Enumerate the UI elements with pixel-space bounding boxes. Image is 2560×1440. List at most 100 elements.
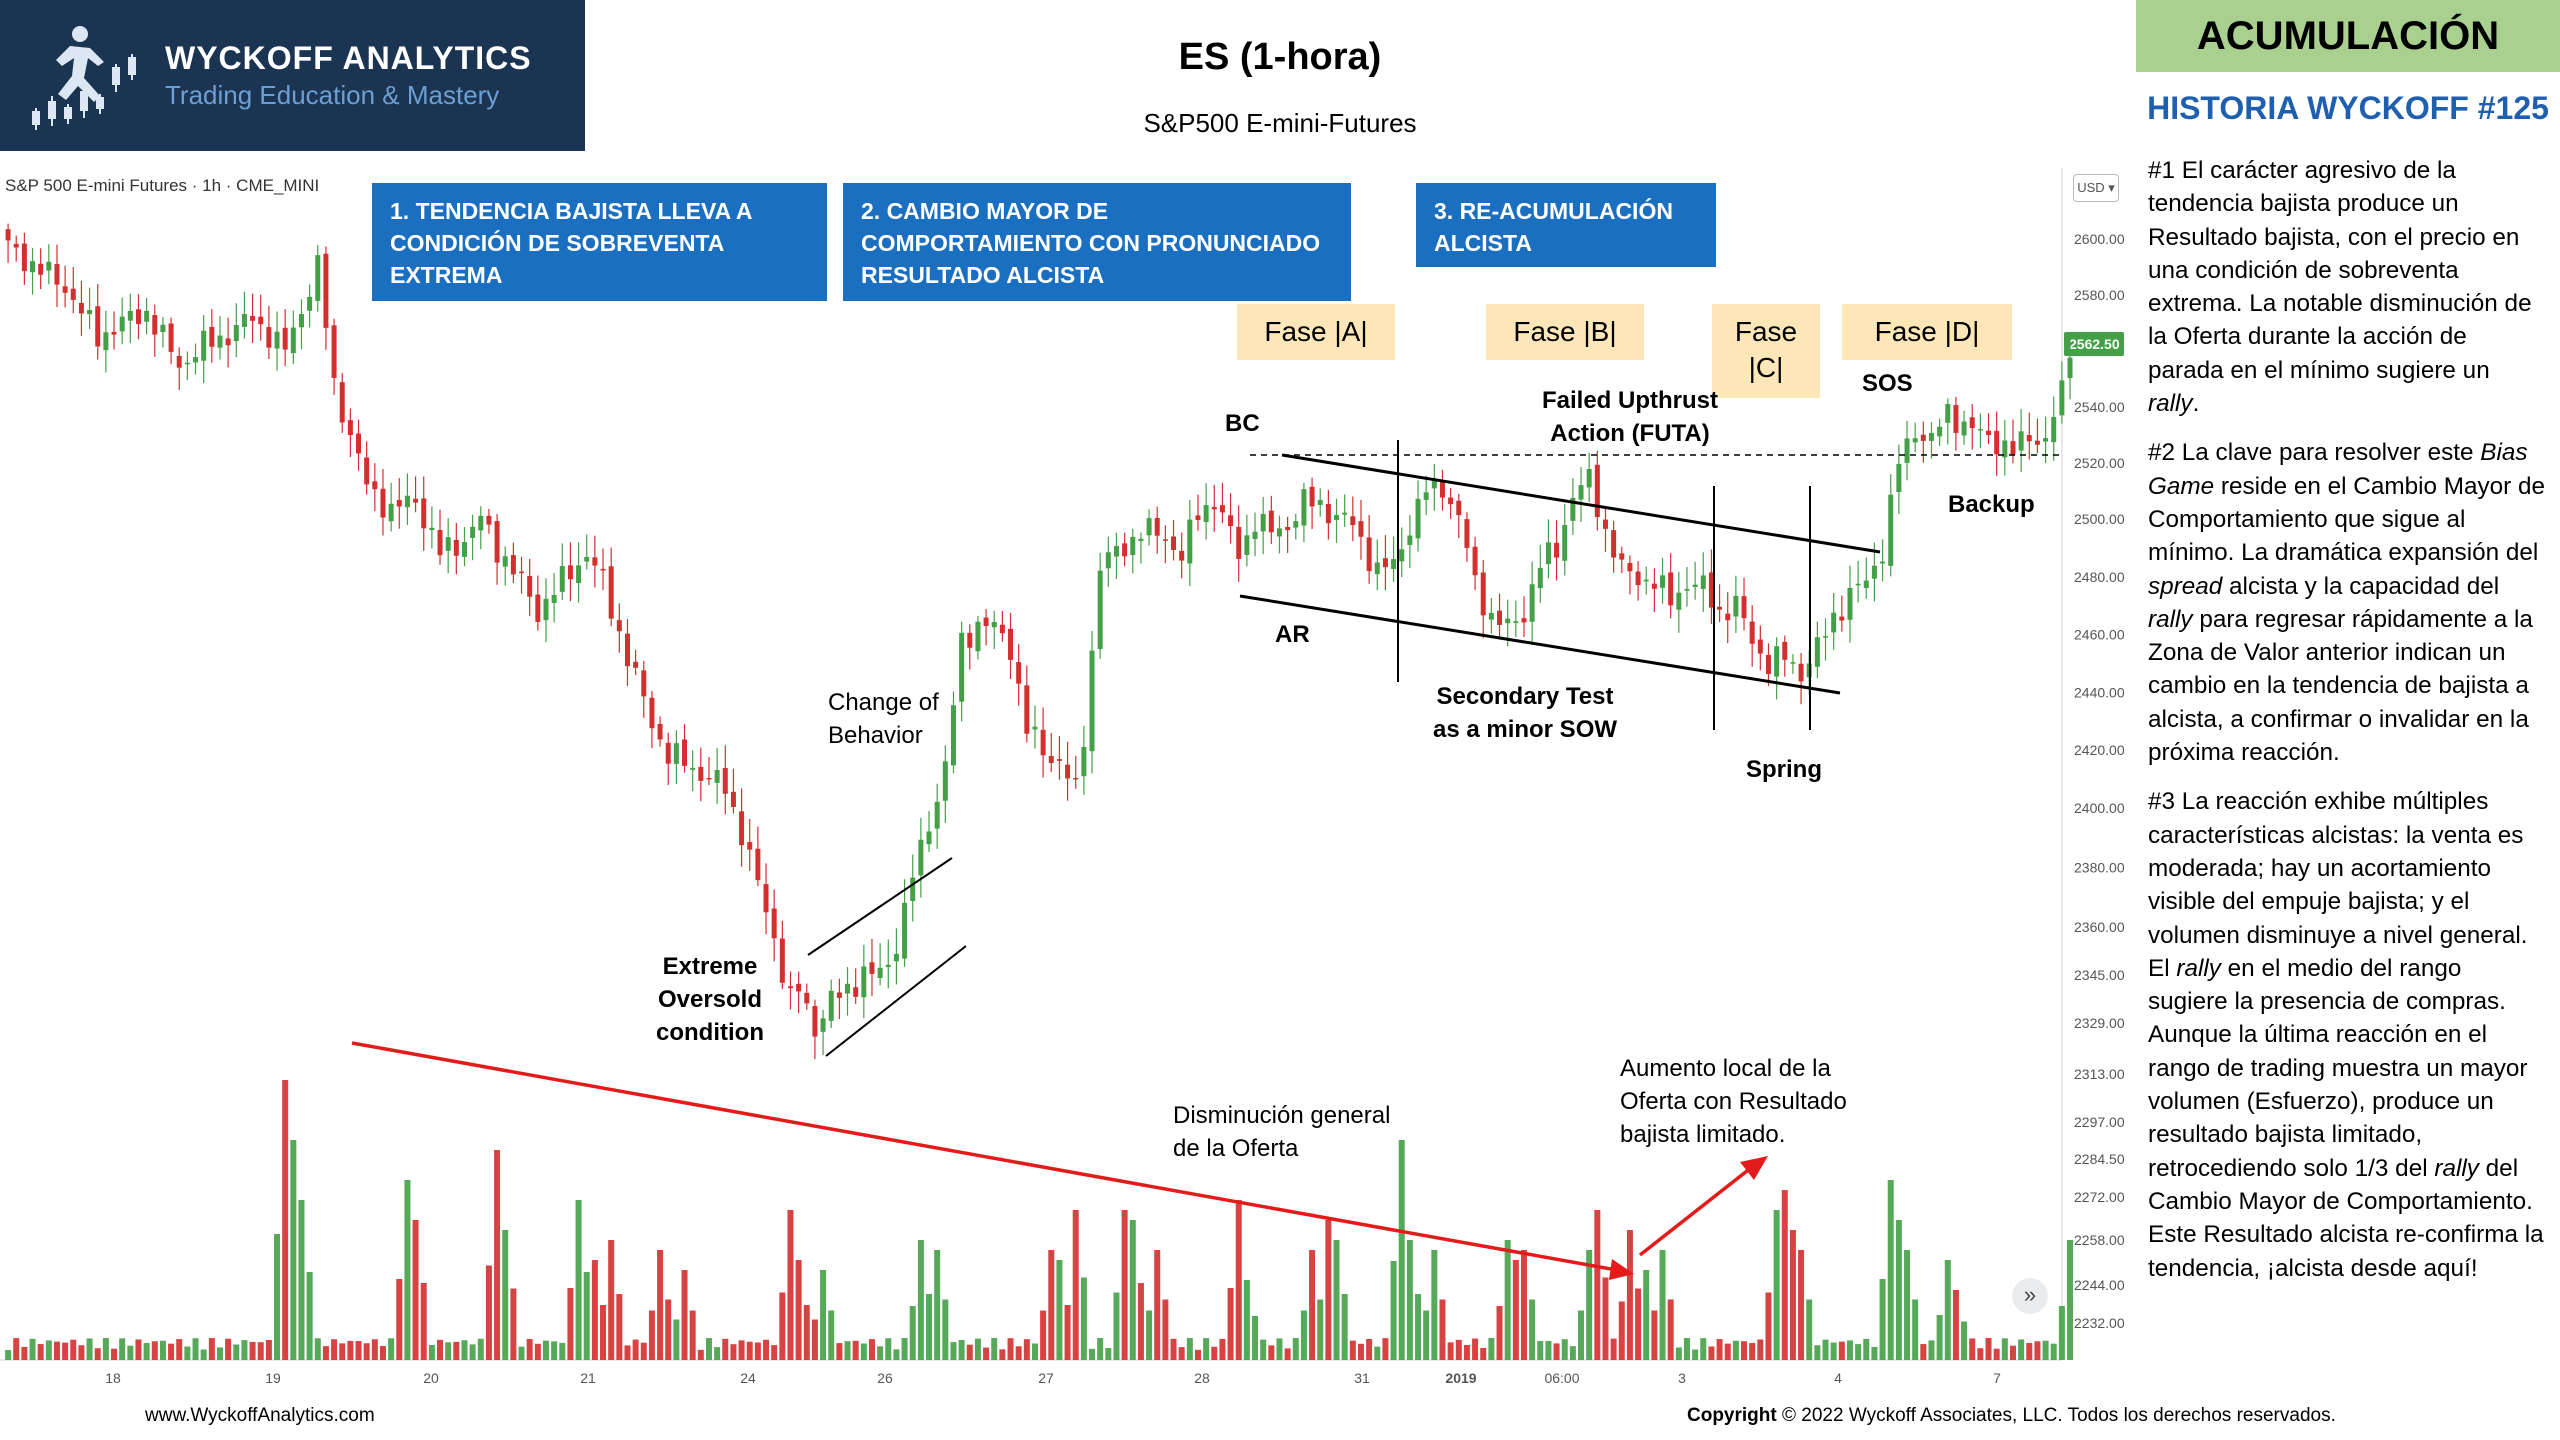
candle-body: [2059, 380, 2065, 416]
volume-bar: [1594, 1210, 1601, 1360]
volume-bar: [461, 1340, 468, 1360]
volume-bar: [771, 1345, 778, 1360]
volume-bar: [1659, 1250, 1666, 1360]
price-tick-label: 2297.00: [2074, 1114, 2125, 1130]
volume-bar: [1675, 1347, 1682, 1360]
candle-body: [1211, 507, 1217, 510]
volume-bar: [754, 1342, 761, 1360]
scroll-right-button[interactable]: »: [2012, 1278, 2048, 1314]
candle-body: [111, 331, 117, 335]
candle-body: [983, 617, 989, 627]
candle-body: [339, 382, 345, 423]
candle-body: [1717, 606, 1723, 610]
phase-a-label: Fase |A|: [1237, 304, 1395, 360]
candle-body: [1961, 421, 1967, 436]
candle-body: [959, 632, 965, 702]
candle-body: [1195, 515, 1201, 520]
candle-body: [1660, 575, 1666, 588]
volume-bar: [1830, 1342, 1837, 1360]
candle-body: [54, 263, 60, 285]
volume-bar: [453, 1341, 460, 1360]
candle-body: [1374, 562, 1380, 575]
volume-bar: [86, 1338, 93, 1360]
volume-bar: [860, 1343, 867, 1360]
volume-bar: [379, 1346, 386, 1360]
candle-body: [356, 433, 362, 454]
volume-bar: [1431, 1250, 1438, 1360]
currency-selector[interactable]: USD ▾: [2073, 174, 2119, 202]
candle-body: [942, 761, 948, 801]
volume-bar: [836, 1343, 843, 1360]
supply-decline-arrowhead: [1609, 1259, 1634, 1280]
aumento-label: Aumento local de la Oferta con Resultado…: [1620, 1052, 1847, 1151]
candle-body: [2010, 441, 2016, 455]
volume-bar: [1072, 1210, 1079, 1360]
volume-bar: [257, 1342, 264, 1360]
volume-bar: [265, 1339, 272, 1360]
candle-body: [1757, 639, 1763, 654]
volume-bar: [404, 1180, 411, 1360]
volume-bar: [1993, 1348, 2000, 1360]
volume-bar: [1015, 1346, 1022, 1360]
volume-bar: [1700, 1338, 1707, 1360]
volume-bar: [494, 1150, 501, 1360]
volume-bar: [2018, 1339, 2025, 1360]
candle-body: [1391, 559, 1397, 569]
volume-bar: [820, 1270, 827, 1360]
volume-bar: [1871, 1346, 1878, 1360]
volume-bar: [1529, 1299, 1536, 1360]
commentary-text: #1 El carácter agresivo de la tendencia …: [2148, 154, 2546, 1301]
volume-bar: [1300, 1310, 1307, 1360]
volume-bar: [591, 1260, 598, 1360]
page-subtitle: S&P500 E-mini-Futures: [1143, 108, 1417, 138]
volume-bar: [78, 1345, 85, 1360]
volume-bar: [502, 1230, 509, 1360]
volume-bar: [926, 1294, 933, 1360]
volume-bar: [559, 1342, 566, 1360]
chart-symbol-header: S&P 500 E-mini Futures · 1h · CME_MINI: [5, 176, 320, 195]
candle-body: [649, 697, 655, 729]
candle-body: [1676, 592, 1682, 610]
volume-bar: [1961, 1321, 1968, 1360]
candle-body: [682, 739, 688, 766]
logo-subtitle: Trading Education & Mastery: [165, 80, 500, 110]
supply-decline-line: [351, 1041, 1623, 1273]
volume-bar: [1610, 1338, 1617, 1360]
candle-body: [527, 576, 533, 597]
candle-body: [1521, 618, 1527, 623]
volume-bar: [298, 1200, 305, 1360]
candle-body: [1765, 654, 1771, 674]
volume-bar: [485, 1265, 492, 1360]
phase-c-line1: Fase: [1734, 316, 1798, 347]
candle-body: [168, 323, 174, 352]
candle-body: [258, 316, 264, 325]
volume-bar: [249, 1341, 256, 1360]
candle-body: [1700, 575, 1706, 589]
volume-bar: [730, 1344, 737, 1360]
volume-bar: [1064, 1305, 1071, 1360]
candle-body: [307, 296, 313, 311]
volume-bar: [1463, 1344, 1470, 1360]
candle-body: [1863, 580, 1869, 589]
volume-bar: [1235, 1200, 1242, 1360]
time-tick-label: 31: [1354, 1370, 1370, 1386]
time-tick-label: 21: [580, 1370, 596, 1386]
volume-bar: [102, 1338, 109, 1360]
volume-bar: [1814, 1345, 1821, 1360]
volume-bar: [420, 1283, 427, 1360]
volume-bar: [396, 1279, 403, 1360]
candle-body: [1260, 513, 1266, 532]
volume-bar: [5, 1350, 12, 1360]
volume-bar: [991, 1338, 998, 1360]
volume-bar: [795, 1260, 802, 1360]
candle-body: [1285, 526, 1291, 531]
volume-bar: [1219, 1338, 1226, 1360]
candle-body: [1439, 481, 1445, 498]
candle-body: [413, 498, 419, 503]
candle-body: [1219, 505, 1225, 513]
volume-bar: [1651, 1310, 1658, 1360]
volume-bar: [331, 1339, 338, 1360]
price-tick-label: 2420.00: [2074, 742, 2125, 758]
last-price-label: 2562.50: [2069, 336, 2120, 352]
candle-body: [1505, 618, 1511, 624]
